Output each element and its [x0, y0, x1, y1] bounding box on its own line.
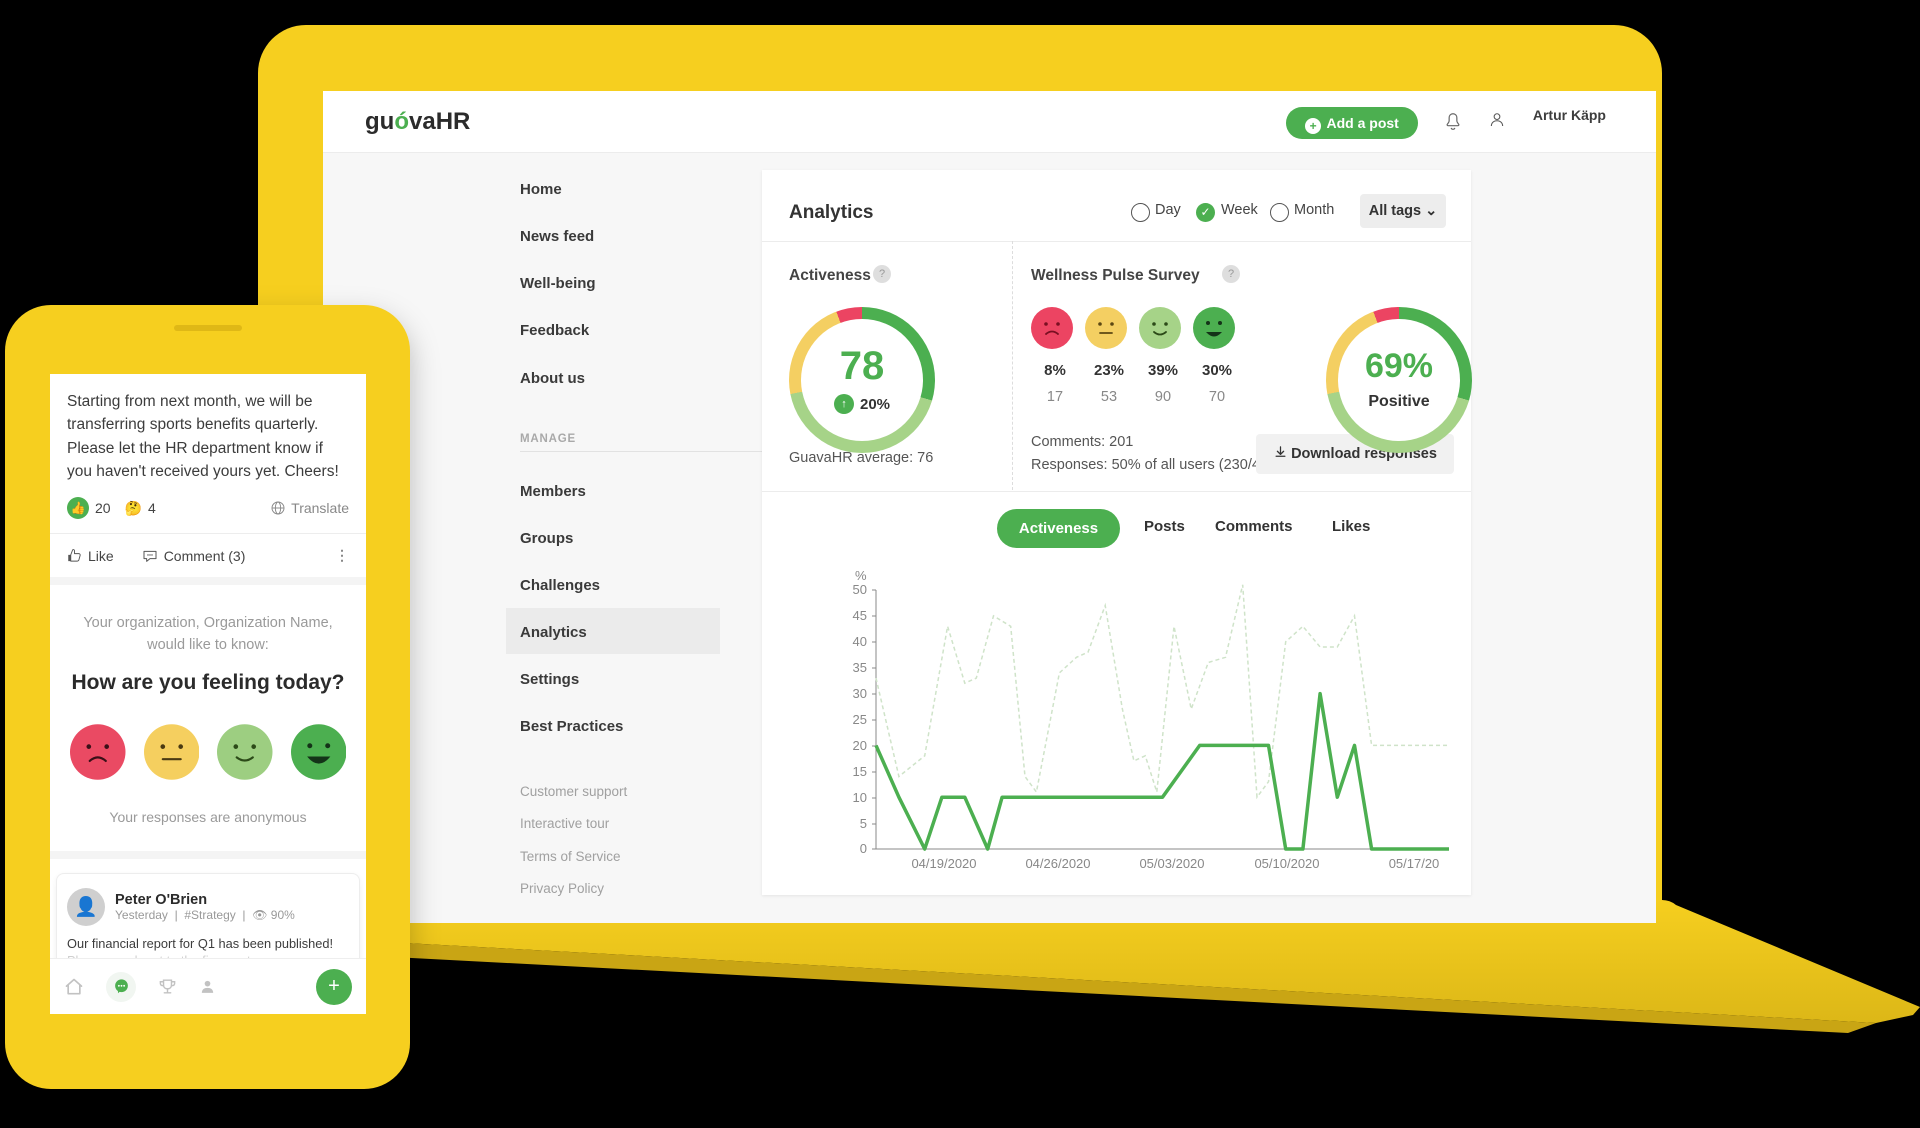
svg-text:45: 45: [853, 608, 867, 623]
svg-text:40: 40: [853, 634, 867, 649]
svg-text:04/19/2020: 04/19/2020: [911, 856, 976, 870]
svg-text:30: 30: [853, 686, 867, 701]
svg-text:0: 0: [860, 841, 867, 856]
svg-text:35: 35: [853, 660, 867, 675]
svg-text:15: 15: [853, 764, 867, 779]
svg-text:04/26/2020: 04/26/2020: [1025, 856, 1090, 870]
svg-text:05/17/20: 05/17/20: [1389, 856, 1440, 870]
svg-text:5: 5: [860, 816, 867, 831]
svg-text:10: 10: [853, 790, 867, 805]
svg-text:05/03/2020: 05/03/2020: [1139, 856, 1204, 870]
svg-text:25: 25: [853, 712, 867, 727]
svg-text:50: 50: [853, 582, 867, 597]
svg-text:05/10/2020: 05/10/2020: [1254, 856, 1319, 870]
svg-text:20: 20: [853, 738, 867, 753]
